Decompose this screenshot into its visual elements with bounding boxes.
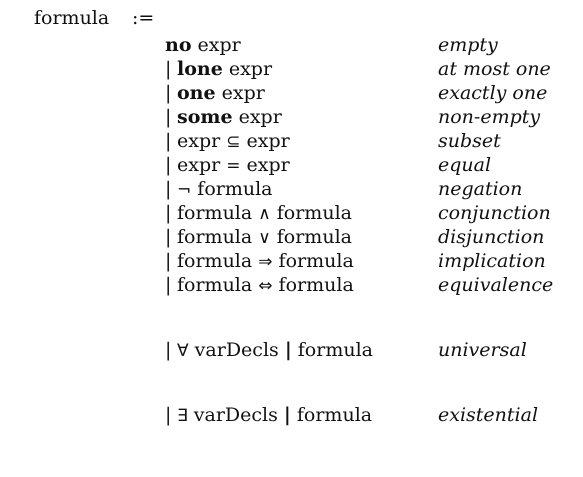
production-row: | expr ⊆ expr subset: [165, 129, 575, 153]
right-operand: formula: [270, 226, 352, 248]
left-operand: expr: [177, 130, 227, 152]
right-operand: formula: [272, 274, 354, 296]
operand: expr: [191, 34, 241, 56]
right-operand: formula: [270, 202, 352, 224]
keyword: no: [165, 34, 192, 56]
description: conjunction: [438, 202, 551, 224]
description: universal: [438, 339, 527, 361]
alternative-bar: |: [165, 404, 172, 426]
iff-symbol: ⇔: [258, 276, 273, 296]
description: existential: [438, 404, 539, 426]
such-that-bar: |: [284, 339, 292, 361]
keyword: lone: [177, 58, 223, 80]
alternative-bar: |: [165, 106, 172, 128]
exists-symbol: ∃: [177, 406, 188, 426]
operand: expr: [222, 58, 273, 80]
alternative-bar: |: [165, 154, 172, 176]
production-row: | ¬ formula negation: [165, 177, 575, 201]
var-decls: varDecls: [188, 339, 285, 361]
forall-symbol: ∀: [177, 341, 189, 361]
description: empty: [438, 34, 498, 56]
negation-symbol: ¬: [177, 180, 192, 200]
production: | one expr: [165, 81, 265, 105]
production-row: | lone expr at most one: [165, 57, 575, 81]
implies-symbol: ⇒: [258, 252, 273, 272]
left-operand: formula: [177, 250, 259, 272]
production: | expr ⊆ expr: [165, 129, 290, 154]
alternative-bar: |: [165, 339, 172, 361]
description: at most one: [438, 58, 551, 80]
keyword: some: [177, 106, 233, 128]
alternative-bar: |: [165, 250, 172, 272]
production-row: | formula ∧ formula conjunction: [165, 201, 575, 225]
alternative-bar: |: [165, 202, 172, 224]
and-symbol: ∧: [258, 204, 271, 224]
production-row: | formula ∨ formula disjunction: [165, 225, 575, 249]
alternative-bar: |: [165, 178, 172, 200]
operand: expr: [215, 82, 265, 104]
production-row: | ∃ varDecls | formula existential: [165, 403, 575, 427]
production-row: | one expr exactly one: [165, 81, 575, 105]
right-operand: formula: [291, 339, 373, 361]
production: | ∃ varDecls | formula: [165, 403, 372, 428]
description: exactly one: [438, 82, 548, 104]
left-operand: formula: [177, 226, 259, 248]
description: negation: [438, 178, 523, 200]
production-row: | formula ⇒ formula implication: [165, 249, 575, 273]
right-operand: formula: [191, 178, 273, 200]
left-operand: formula: [177, 202, 259, 224]
definition-symbol: :=: [132, 7, 155, 29]
alternative-bar: |: [165, 58, 172, 80]
description: disjunction: [438, 226, 545, 248]
production: | expr = expr: [165, 153, 290, 178]
production-row: | some expr non-empty: [165, 105, 575, 129]
nonterminal-formula: formula: [34, 7, 110, 29]
such-that-bar: |: [283, 404, 291, 426]
production: | formula ⇒ formula: [165, 249, 354, 274]
production-row: | ∀ varDecls | formula universal: [165, 338, 575, 362]
production: | formula ∨ formula: [165, 225, 352, 250]
production: | some expr: [165, 105, 282, 129]
production-row: no expr empty: [165, 33, 575, 57]
right-operand: expr: [240, 154, 290, 176]
production: | formula ∧ formula: [165, 201, 352, 226]
production: | ¬ formula: [165, 177, 273, 202]
production: | ∀ varDecls | formula: [165, 338, 373, 363]
production-row: | expr = expr equal: [165, 153, 575, 177]
description: non-empty: [438, 106, 541, 128]
left-operand: formula: [177, 274, 259, 296]
alternative-bar: |: [165, 82, 172, 104]
production: no expr: [165, 33, 241, 57]
right-operand: expr: [240, 130, 290, 152]
description: equivalence: [438, 274, 554, 296]
subset-symbol: ⊆: [226, 132, 241, 152]
left-operand: expr: [177, 154, 227, 176]
or-symbol: ∨: [258, 228, 271, 248]
production: | lone expr: [165, 57, 272, 81]
equals-symbol: =: [226, 156, 241, 176]
description: implication: [438, 250, 546, 272]
alternative-bar: |: [165, 274, 172, 296]
production: | formula ⇔ formula: [165, 273, 354, 298]
right-operand: formula: [290, 404, 373, 426]
alternative-bar: |: [165, 226, 172, 248]
keyword: one: [177, 82, 216, 104]
var-decls: varDecls: [187, 404, 284, 426]
description: subset: [438, 130, 501, 152]
alternative-bar: |: [165, 130, 172, 152]
right-operand: formula: [272, 250, 354, 272]
operand: expr: [232, 106, 282, 128]
production-row: | formula ⇔ formula equivalence: [165, 273, 575, 297]
description: equal: [438, 154, 492, 176]
